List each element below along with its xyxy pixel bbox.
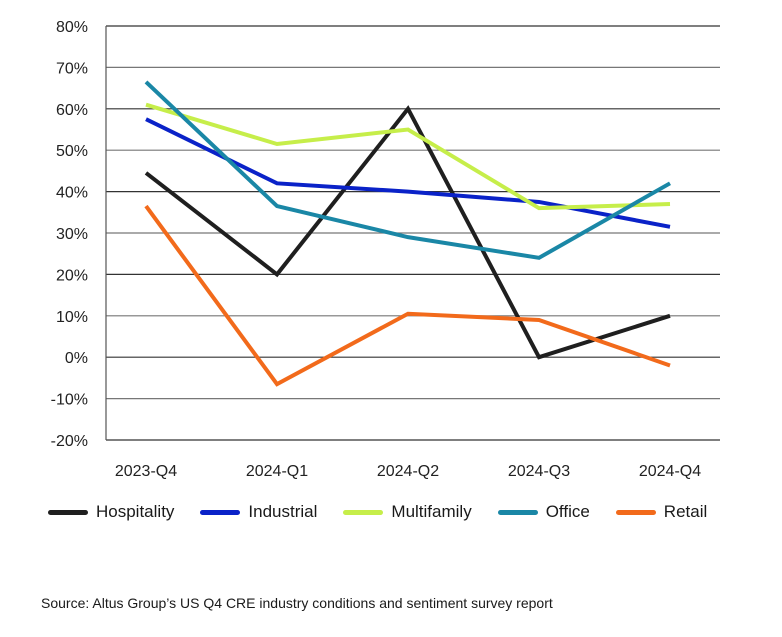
x-tick-label: 2023-Q4 (115, 463, 177, 480)
legend-swatch (497, 509, 538, 515)
x-tick-label: 2024-Q4 (639, 463, 701, 480)
source-note: Source: Altus Group’s US Q4 CRE industry… (41, 595, 553, 611)
legend-item-office: Office (497, 502, 590, 522)
y-tick-label: -20% (51, 433, 88, 450)
y-tick-label: 40% (56, 185, 88, 202)
series-line-office (144, 80, 671, 260)
legend-swatch (200, 509, 241, 515)
y-tick-label: 60% (56, 102, 88, 119)
series-line-hospitality (144, 105, 671, 360)
legend-item-retail: Retail (615, 502, 708, 522)
y-tick-labels: 80% 70% 60% 50% 40% 30% 20% 10% 0% -10% -20% (51, 19, 88, 450)
y-tick-label: 0% (65, 350, 88, 367)
x-tick-label: 2024-Q2 (377, 463, 439, 480)
legend-swatch (615, 509, 656, 515)
line-chart: 80% 70% 60% 50% 40% 30% 20% 10% 0% -10% -20% 2023-… (51, 19, 720, 480)
y-tick-label: 30% (56, 226, 88, 243)
y-tick-label: 50% (56, 143, 88, 160)
legend: Hospitality Industrial Multifamily Office Re… (48, 502, 733, 522)
gridlines (106, 25, 720, 441)
y-tick-label: 80% (56, 19, 88, 36)
legend-item-multifamily: Multifamily (343, 502, 472, 522)
series-line-retail (144, 204, 671, 387)
x-tick-labels: 2023-Q4 2024-Q1 2024-Q2 2024-Q3 2024-Q4 (115, 463, 701, 480)
legend-item-hospitality: Hospitality (48, 502, 174, 522)
x-tick-label: 2024-Q1 (246, 463, 308, 480)
legend-item-industrial: Industrial (200, 502, 317, 522)
legend-swatch (48, 509, 88, 515)
y-tick-label: -10% (51, 392, 88, 409)
y-tick-label: 10% (56, 309, 88, 326)
y-tick-label: 70% (56, 60, 88, 77)
series-line-industrial (145, 117, 671, 229)
series-line-multifamily (145, 102, 671, 211)
y-tick-label: 20% (56, 267, 88, 284)
legend-label: Office (545, 502, 590, 521)
x-tick-label: 2024-Q3 (508, 463, 570, 480)
legend-label: Multifamily (391, 502, 472, 521)
legend-label: Hospitality (96, 502, 175, 521)
legend-label: Industrial (248, 502, 318, 521)
legend-label: Retail (663, 502, 708, 521)
legend-swatch (343, 509, 384, 515)
series-lines (144, 80, 671, 387)
